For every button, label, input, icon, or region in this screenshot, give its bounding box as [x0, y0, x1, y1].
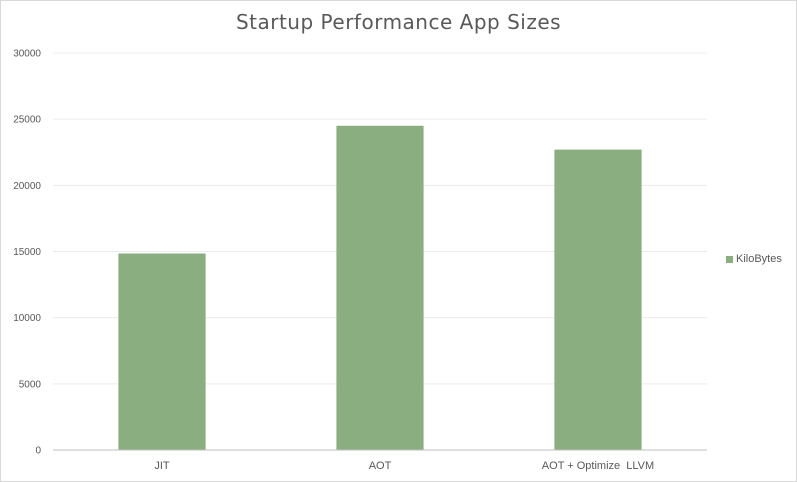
x-tick-label: JIT: [154, 460, 170, 472]
y-tick-label: 10000: [13, 313, 41, 324]
x-tick-label: AOT + Optimize LLVM: [542, 460, 654, 472]
legend-swatch: [726, 255, 733, 263]
x-tick-label: AOT: [369, 460, 392, 472]
y-tick-label: 30000: [13, 49, 41, 60]
y-tick-label: 25000: [13, 115, 41, 126]
chart-title: Startup Performance App Sizes: [235, 10, 562, 34]
legend-label: KiloBytes: [736, 253, 782, 265]
y-tick-label: 20000: [13, 181, 41, 192]
bars: [118, 125, 642, 451]
bar: [118, 253, 206, 450]
y-tick-label: 15000: [13, 247, 41, 258]
y-axis-ticks: 0 5000 10000 15000 20000 25000 30000: [13, 49, 41, 457]
y-tick-label: 0: [35, 446, 41, 457]
bar: [336, 125, 424, 451]
x-axis-labels: JIT AOT AOT + Optimize LLVM: [154, 460, 654, 472]
legend: KiloBytes: [726, 253, 782, 265]
bar: [554, 149, 642, 450]
y-tick-label: 5000: [19, 379, 42, 390]
